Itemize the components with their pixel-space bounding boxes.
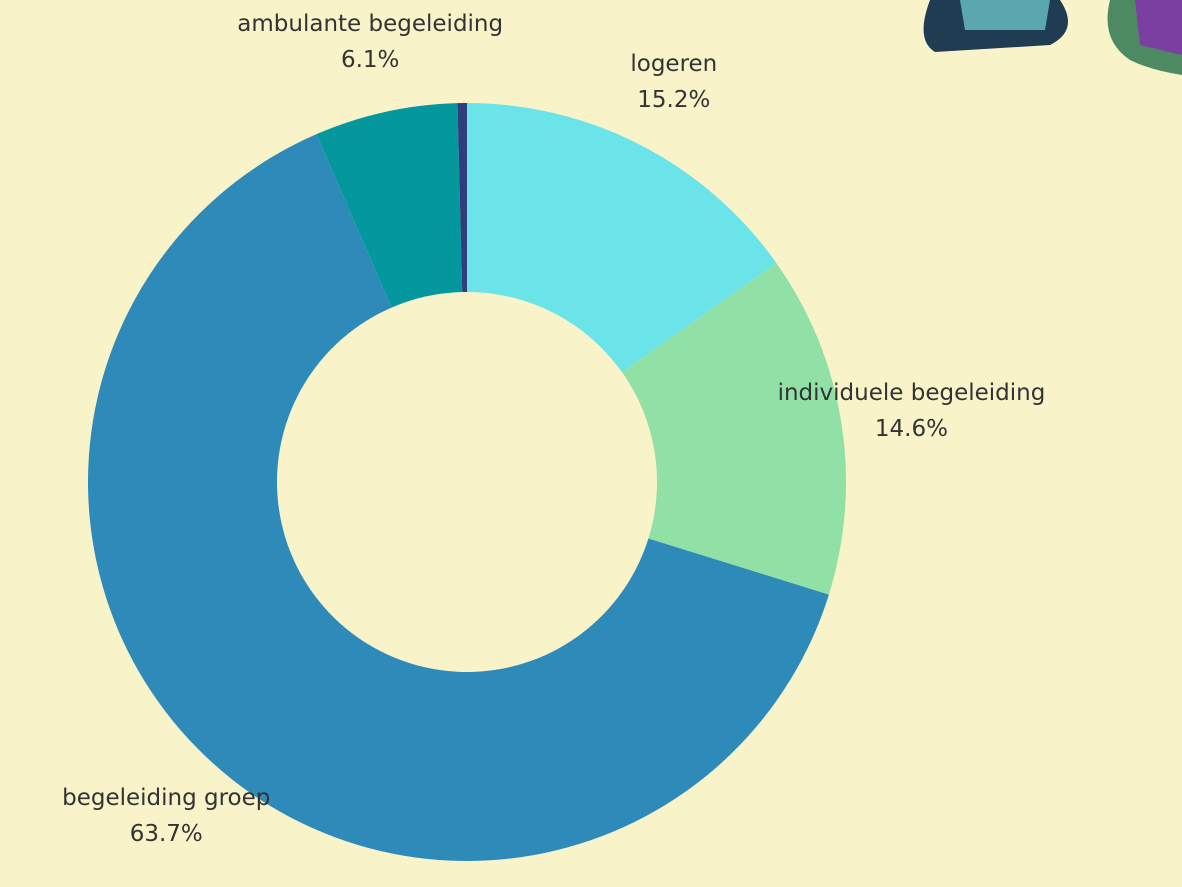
slice-label: ambulante begeleiding: [237, 11, 503, 37]
illustration: [923, 0, 1182, 75]
donut-slice: [622, 263, 847, 595]
slice-value-label: 63.7%: [130, 821, 203, 847]
donut-slice: [467, 103, 777, 373]
donut-slice: [316, 103, 463, 308]
slice-label: individuele begeleiding: [778, 380, 1046, 406]
slice-label: logeren: [630, 51, 717, 77]
slice-value-label: 15.2%: [637, 87, 710, 113]
donut-slice: [87, 134, 829, 861]
donut-slice: [457, 103, 467, 293]
slice-value-label: 14.6%: [875, 416, 948, 442]
slice-value-label: 6.1%: [341, 47, 399, 73]
slice-label: begeleiding groep: [62, 785, 270, 811]
